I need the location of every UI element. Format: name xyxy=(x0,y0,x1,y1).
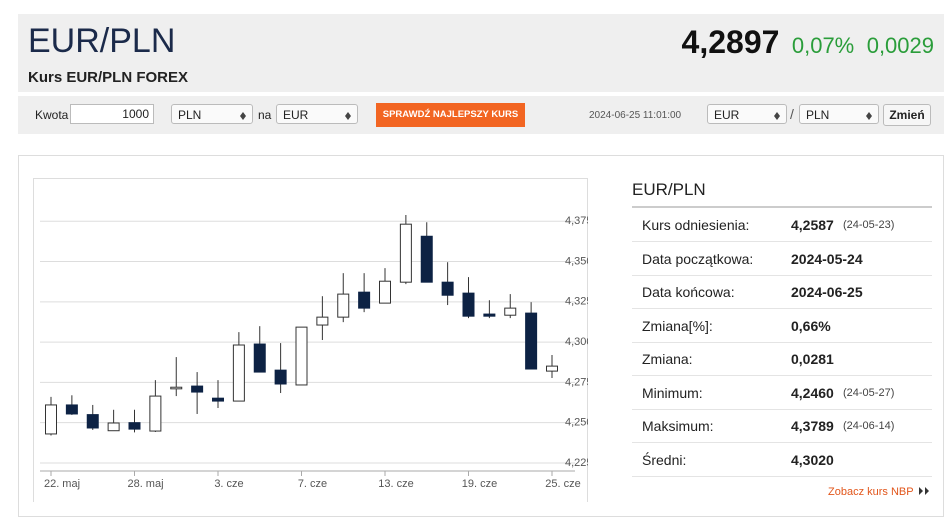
stats-label: Kurs odniesienia: xyxy=(642,217,750,233)
candle-body xyxy=(483,313,496,317)
stats-date: (24-05-23) xyxy=(843,219,895,231)
change-pct: 0,07% xyxy=(791,33,855,58)
base-select[interactable]: EUR xyxy=(707,104,787,124)
candle-body xyxy=(525,312,538,370)
to-select[interactable]: EUR xyxy=(276,104,358,124)
candle-body xyxy=(65,404,78,415)
link-arrows xyxy=(919,487,930,495)
quote: 4,2897 0,07% 0,0029 xyxy=(682,24,934,61)
candle-body xyxy=(546,365,558,372)
candle-body xyxy=(128,422,141,430)
connector: na xyxy=(258,108,272,122)
x-tick-label: 22. maj xyxy=(44,478,80,490)
stats-row: Data końcowa: 2024-06-25 xyxy=(632,275,932,309)
chart: 4,2250 4,2500 4,2750 4,3000 4,3250 4,3500 4,37… xyxy=(33,178,588,502)
stats-row: Zmiana: 0,0281 xyxy=(632,342,932,376)
candle-body xyxy=(232,344,245,402)
stats-row: Data początkowa: 2024-05-24 xyxy=(632,242,932,276)
stats-value: 4,3020 xyxy=(791,451,834,468)
stats-label: Data początkowa: xyxy=(642,250,754,267)
separator: / xyxy=(790,106,794,122)
x-tick-label: 19. cze xyxy=(462,478,497,490)
amount-label: Kwota xyxy=(35,108,69,122)
stats-row: Maksimum: 4,3789 (24-06-14) xyxy=(632,409,932,443)
candle-body xyxy=(107,422,120,432)
candle-body xyxy=(191,385,204,393)
stats-row: Minimum: 4,2460 (24-05-27) xyxy=(632,376,932,410)
stats-row: Kurs odniesienia: 4,2587 (24-05-23) xyxy=(632,208,932,242)
candle-body xyxy=(253,343,266,373)
x-tick-label: 7. cze xyxy=(298,478,327,490)
stats-value: 4,3789 xyxy=(791,418,834,434)
quote-select[interactable]: PLN xyxy=(799,104,879,124)
swap-button[interactable]: Zmień xyxy=(883,104,931,126)
candle-body xyxy=(462,292,475,317)
stats-rule xyxy=(632,206,932,208)
candle-body xyxy=(45,404,57,435)
stats-value: 4,2587 xyxy=(791,217,834,233)
header-band xyxy=(18,14,944,92)
candle-body xyxy=(441,281,454,296)
stats-label: Średni: xyxy=(642,451,687,468)
stats-title: EUR/PLN xyxy=(632,180,706,199)
stats-label: Maksimum: xyxy=(642,418,714,434)
stats-row: Średni: 4,3020 xyxy=(632,443,932,477)
candle-body xyxy=(399,223,412,283)
stats-value: 4,2460 xyxy=(791,384,834,401)
candle-body xyxy=(379,280,391,304)
stats-value: 2024-05-24 xyxy=(791,250,863,267)
nbp-link-text: Zobacz kurs NBP xyxy=(828,486,914,498)
y-tick-label: 4,3500 xyxy=(565,255,588,267)
x-tick-label: 28. maj xyxy=(127,478,163,490)
y-tick-label: 4,2250 xyxy=(565,457,588,469)
candle-body xyxy=(420,235,433,283)
stats-label: Data końcowa: xyxy=(642,284,735,300)
from-select[interactable]: PLN xyxy=(171,104,253,124)
candle-body xyxy=(86,414,99,429)
x-tick-label: 13. cze xyxy=(378,478,413,490)
stats-date: (24-06-14) xyxy=(843,420,895,432)
y-tick-label: 4,2500 xyxy=(565,417,588,429)
stats-value: 2024-06-25 xyxy=(791,284,863,300)
stats-row: Zmiana[%]: 0,66% xyxy=(632,309,932,343)
candle-body xyxy=(170,386,183,390)
page: EUR/PLN Kurs EUR/PLN FOREX 4,2897 0,07% … xyxy=(18,14,944,517)
stats-label: Zmiana: xyxy=(642,351,693,367)
candle-body xyxy=(212,397,224,402)
timestamp: 2024-06-25 11:01:00 xyxy=(589,110,682,121)
chart-frame xyxy=(33,178,588,502)
price: 4,2897 xyxy=(681,24,780,60)
stats-label: Zmiana[%]: xyxy=(642,317,713,334)
candle-body xyxy=(358,291,371,309)
candle-body xyxy=(295,326,308,386)
stats-label: Minimum: xyxy=(642,384,703,401)
candle-body xyxy=(316,316,329,326)
stats-date: (24-05-27) xyxy=(843,386,895,399)
y-tick-label: 4,3000 xyxy=(565,336,588,348)
x-tick-label: 3. cze xyxy=(214,478,243,490)
candle-body xyxy=(274,369,287,385)
change: 0,0029 xyxy=(866,33,934,58)
best-rate-button[interactable]: SPRAWDŹ NAJLEPSZY KURS xyxy=(376,103,525,127)
title: EUR/PLN xyxy=(28,22,176,60)
x-tick-label: 25. cze xyxy=(545,478,580,490)
candle-body xyxy=(504,307,517,316)
y-tick-label: 4,3250 xyxy=(565,296,588,308)
nbp-link[interactable]: Zobacz kurs NBP xyxy=(828,486,931,498)
subtitle: Kurs EUR/PLN FOREX xyxy=(28,69,189,86)
candle-body xyxy=(149,395,162,432)
y-tick-label: 4,2750 xyxy=(565,376,588,388)
stats-value: 0,0281 xyxy=(791,351,834,367)
amount-input[interactable]: 1000 xyxy=(70,104,154,124)
candle-body xyxy=(337,293,350,318)
stats-value: 0,66% xyxy=(791,317,831,334)
y-tick-label: 4,3750 xyxy=(565,215,588,227)
